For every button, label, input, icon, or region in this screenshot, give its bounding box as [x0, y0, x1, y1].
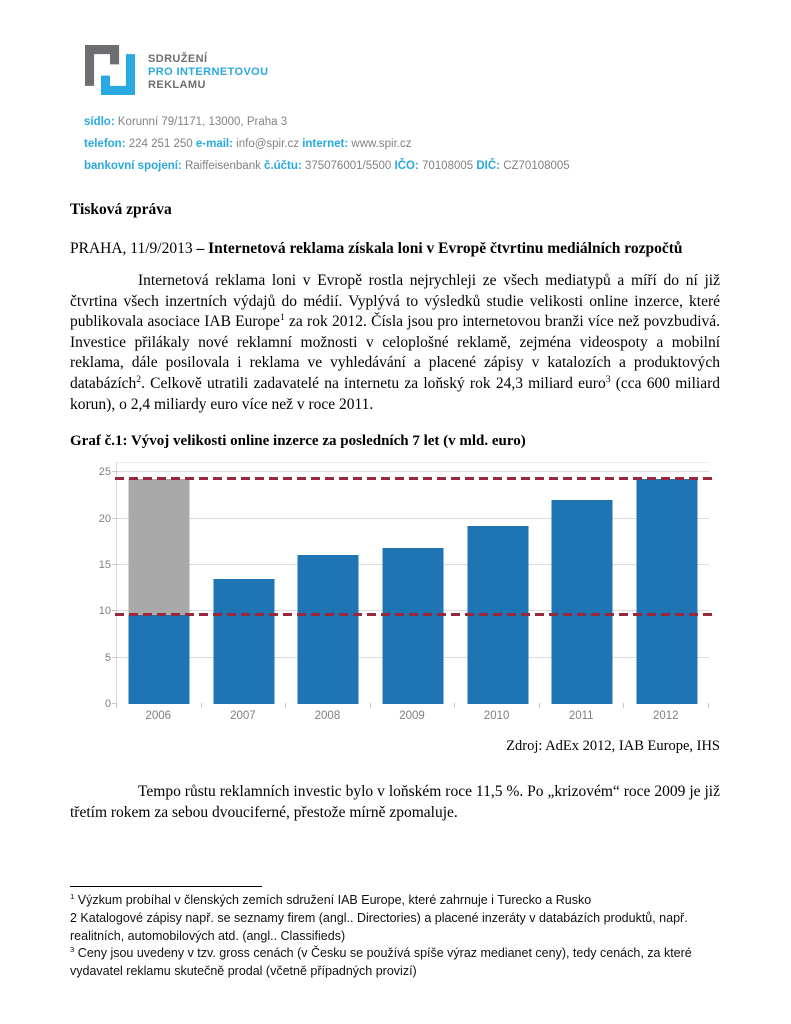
spir-logo-wordmark: SDRUŽENÍ PRO INTERNETOVOU REKLAMU [148, 53, 269, 92]
chart-x-tick-label: 2006 [145, 710, 172, 722]
chart-bar [297, 554, 359, 704]
chart-x-tick [200, 703, 202, 708]
chart-x-tick [708, 703, 709, 708]
chart: 0 5 10 15 20 25 2006 2007 2008 2009 2010 2011 2012 [88, 458, 718, 736]
contact-row-phone-email: telefon: 224 251 250 e-mail: info@spir.c… [84, 133, 704, 155]
chart-y-tick-label: 10 [98, 605, 111, 618]
chart-y-tick-label: 0 [104, 698, 111, 710]
contact-row-bank: bankovní spojení: Raiffeisenbank č.účtu:… [84, 155, 704, 177]
chart-dashed-reference-line [115, 476, 714, 480]
footnote-2: 2 Katalogové zápisy např. se seznamy fir… [70, 910, 688, 943]
chart-y-tick [112, 563, 117, 565]
chart-source: Zdroj: AdEx 2012, IAB Europe, IHS [506, 738, 720, 754]
chart-x-tick-label: 2009 [399, 710, 425, 722]
headline-dateline: PRAHA, 11/9/2013 [70, 240, 197, 257]
chart-y-tick [112, 703, 117, 704]
chart-x-tick [454, 703, 456, 708]
document-title: Tisková zpráva [70, 201, 172, 218]
chart-gridline [117, 471, 709, 473]
chart-y-tick-label: 15 [98, 558, 111, 571]
chart-bar-slot [540, 463, 625, 704]
internet-label: internet: [302, 138, 349, 150]
footnotes: 1 Výzkum probíhal v členských zemích sdr… [70, 892, 725, 981]
footnote-1: 1 Výzkum probíhal v členských zemích sdr… [70, 891, 592, 907]
account-value: 375076001/5500 [304, 160, 392, 172]
chart-x-axis-labels: 2006 2007 2008 2009 2010 2011 2012 [116, 710, 708, 722]
chart-bar [636, 478, 698, 704]
dic-value: CZ70108005 [503, 160, 570, 172]
chart-caption: Graf č.1: Vývoj velikosti online inzerce… [70, 433, 526, 449]
chart-x-tick [369, 703, 371, 708]
phone-label: telefon: [84, 138, 126, 150]
chart-x-tick [285, 703, 287, 708]
chart-x-tick [538, 703, 540, 708]
chart-x-tick-label: 2007 [230, 710, 256, 722]
bank-label: bankovní spojení: [84, 160, 182, 172]
footnote-marker: 1 [70, 891, 75, 901]
ico-label: IČO: [394, 160, 419, 172]
footnote-separator [70, 886, 262, 887]
chart-bar-gray-overlay [128, 478, 190, 616]
chart-dashed-reference-line [115, 613, 714, 617]
footnote-marker: 3 [70, 945, 75, 955]
chart-y-tick-label: 25 [98, 466, 111, 479]
chart-x-tick-label: 2011 [568, 710, 594, 722]
footnote-marker: 3 [605, 373, 611, 385]
chart-x-tick [116, 703, 117, 708]
chart-x-tick-label: 2012 [652, 710, 679, 722]
chart-y-tick [112, 610, 117, 612]
email-value: info@spir.cz [236, 138, 299, 150]
logo-line-2: PRO INTERNETOVOU [148, 66, 269, 78]
chart-bar-slot [117, 463, 202, 704]
address-value: Korunní 79/1171, 13000, Praha 3 [117, 116, 288, 128]
spir-logo: SDRUŽENÍ PRO INTERNETOVOU REKLAMU [85, 44, 269, 96]
chart-bar-slot [286, 463, 371, 704]
chart-y-tick [112, 656, 117, 658]
chart-bar-slot [624, 463, 709, 704]
paragraph-2: Tempo růstu reklamních investic bylo v l… [70, 783, 720, 821]
ico-value: 70108005 [421, 160, 474, 172]
chart-x-tick [623, 703, 625, 708]
headline-bold-text: – Internetová reklama získala loni v Evr… [196, 240, 683, 257]
phone-value: 224 251 250 [128, 138, 193, 150]
address-label: sídlo: [84, 116, 115, 128]
chart-bar-slot [455, 463, 540, 704]
chart-bar-slot [202, 463, 287, 704]
logo-line-1: SDRUŽENÍ [148, 53, 208, 65]
dic-label: DIČ: [476, 160, 500, 172]
footnote-marker: 1 [279, 312, 285, 324]
chart-bar [551, 500, 613, 704]
chart-bar-area [117, 463, 709, 704]
chart-bar [382, 548, 444, 704]
spir-logo-icon [85, 45, 135, 95]
chart-bar [128, 615, 190, 704]
bank-value: Raiffeisenbank [184, 160, 261, 172]
chart-gridline [117, 517, 709, 519]
headline: PRAHA, 11/9/2013 – Internetová reklama z… [70, 240, 720, 258]
contact-row-address: sídlo: Korunní 79/1171, 13000, Praha 3 [84, 111, 704, 133]
chart-y-tick [112, 471, 117, 473]
internet-value: www.spir.cz [351, 138, 412, 150]
footnote-3: 3 Ceny jsou uvedeny v tzv. gross cenách … [70, 945, 692, 979]
chart-bar [213, 578, 275, 704]
chart-bar-slot [371, 463, 456, 704]
chart-x-tick-label: 2008 [314, 710, 341, 722]
chart-y-tick [112, 517, 117, 519]
chart-x-tick-label: 2010 [483, 710, 510, 722]
letterhead-contact-info: sídlo: Korunní 79/1171, 13000, Praha 3 t… [84, 111, 704, 177]
email-label: e-mail: [195, 138, 233, 150]
footnote-marker: 2 [136, 373, 142, 385]
account-label: č.účtu: [264, 160, 302, 172]
logo-line-3: REKLAMU [148, 79, 206, 91]
paragraph-1: Internetová reklama loni v Evropě rostla… [70, 272, 720, 413]
chart-y-tick-label: 20 [98, 512, 111, 525]
chart-plot: 0 5 10 15 20 25 [99, 462, 714, 710]
chart-y-tick-label: 5 [104, 651, 111, 664]
